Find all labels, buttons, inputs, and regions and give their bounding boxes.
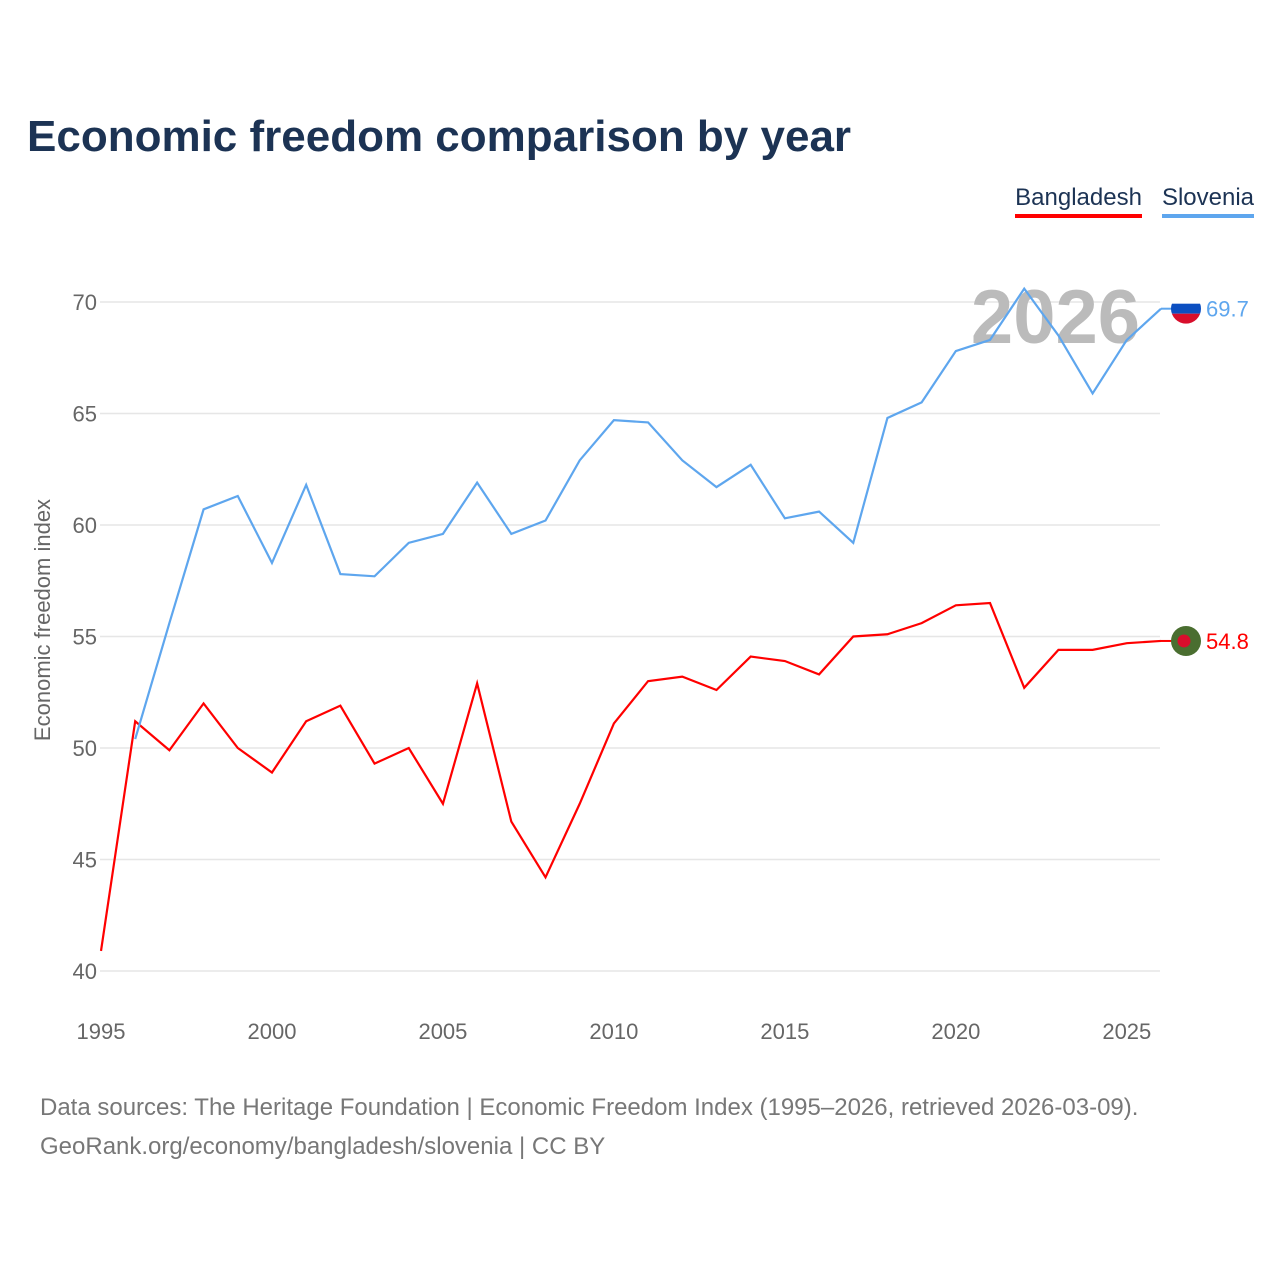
data-source-footer: Data sources: The Heritage Foundation | … [40,1088,1138,1166]
y-axis-label: Economic freedom index [30,499,55,741]
series-line-slovenia [134,286,1162,740]
slovenia-flag-icon [1171,293,1201,324]
y-tick-label: 40 [73,959,97,984]
y-tick-label: 60 [73,513,97,538]
x-tick-label: 2015 [760,1019,809,1044]
y-tick-label: 50 [73,736,97,761]
x-tick-label: 2000 [247,1019,296,1044]
chart-title: Economic freedom comparison by year [27,112,852,161]
x-tick-label: 2025 [1102,1019,1151,1044]
x-tick-label: 2010 [589,1019,638,1044]
y-tick-label: 70 [73,290,97,315]
end-value-label: 69.7 [1206,297,1249,322]
series-line-bangladesh [99,601,1162,952]
legend-item-bangladesh[interactable]: Bangladesh [1015,184,1142,218]
x-tick-label: 1995 [77,1019,126,1044]
end-value-label: 54.8 [1206,629,1249,654]
x-tick-label: 2005 [418,1019,467,1044]
legend-item-slovenia[interactable]: Slovenia [1161,184,1254,218]
year-watermark: 2026 [971,275,1140,360]
x-tick-label: 2020 [931,1019,980,1044]
source-line: Data sources: The Heritage Foundation | … [40,1094,1139,1121]
y-tick-label: 45 [73,848,97,873]
attribution-line[interactable]: GeoRank.org/economy/bangladesh/slovenia … [40,1133,606,1160]
legend: Bangladesh Slovenia [1015,184,1254,218]
y-tick-label: 65 [73,402,97,427]
y-tick-label: 55 [73,625,97,650]
bangladesh-flag-disc [1177,634,1191,648]
